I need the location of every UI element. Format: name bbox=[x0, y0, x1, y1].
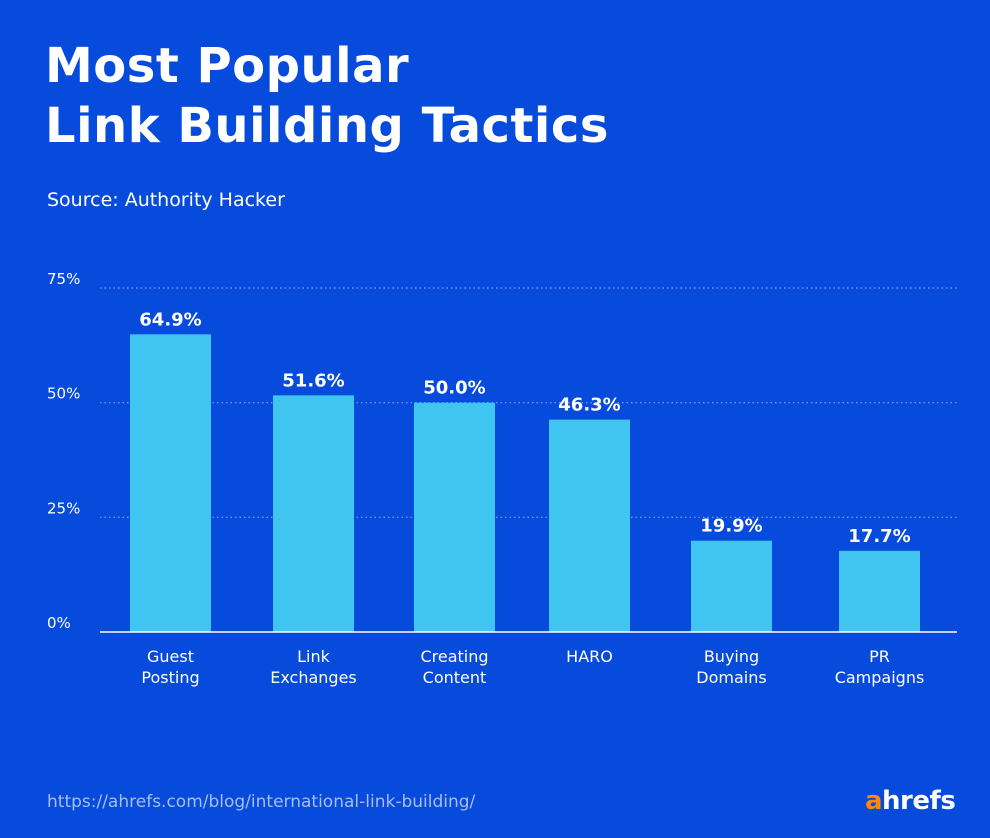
x-tick-label: Posting bbox=[141, 668, 199, 687]
bar bbox=[839, 550, 920, 632]
y-tick-label: 25% bbox=[47, 499, 80, 517]
title-line-2: Link Building Tactics bbox=[45, 98, 609, 154]
x-tick-label: Exchanges bbox=[270, 668, 357, 687]
data-label: 64.9% bbox=[139, 309, 201, 330]
x-tick-label: Content bbox=[423, 668, 487, 687]
bar bbox=[549, 419, 630, 632]
x-tick-label: Creating bbox=[420, 647, 488, 666]
source-url: https://ahrefs.com/blog/international-li… bbox=[47, 792, 476, 812]
chart-subtitle: Source: Authority Hacker bbox=[47, 189, 285, 211]
bar bbox=[691, 540, 772, 632]
data-label: 17.7% bbox=[848, 526, 910, 547]
y-tick-label: 0% bbox=[47, 614, 71, 632]
data-label: 19.9% bbox=[700, 516, 762, 537]
x-tick-label: Link bbox=[297, 647, 331, 666]
title-line-1: Most Popular bbox=[45, 38, 410, 94]
ahrefs-logo: ahrefs bbox=[865, 786, 956, 816]
y-tick-label: 50% bbox=[47, 385, 80, 403]
x-tick-label: PR bbox=[869, 647, 890, 666]
x-tick-label: Buying bbox=[704, 647, 759, 666]
bar bbox=[130, 334, 211, 632]
x-tick-label: Campaigns bbox=[835, 668, 925, 687]
y-tick-label: 75% bbox=[47, 270, 80, 288]
data-label: 51.6% bbox=[282, 370, 344, 391]
x-tick-label: Guest bbox=[147, 647, 194, 666]
chart-title: Most Popular Link Building Tactics bbox=[45, 36, 609, 156]
data-label: 46.3% bbox=[558, 395, 620, 416]
bar bbox=[273, 395, 354, 632]
x-tick-label: Domains bbox=[696, 668, 766, 687]
data-label: 50.0% bbox=[423, 378, 485, 399]
bar bbox=[414, 402, 495, 632]
x-tick-label: HARO bbox=[566, 647, 613, 666]
